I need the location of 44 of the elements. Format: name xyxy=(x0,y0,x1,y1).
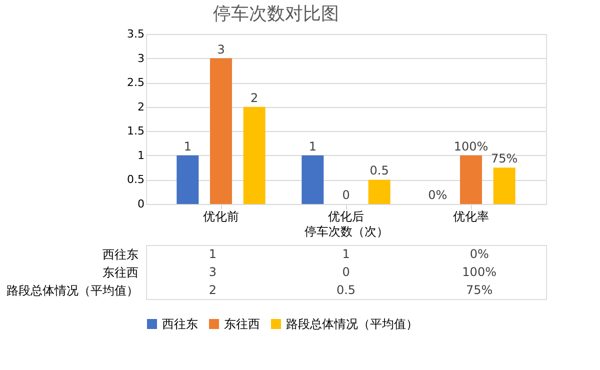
data-label: 75% xyxy=(466,283,493,297)
data-label: 3 xyxy=(208,265,216,279)
data-label: 0% xyxy=(470,247,489,261)
text: 75% xyxy=(490,152,518,166)
data-label: 1 xyxy=(342,247,350,261)
legend-label: 东往西 xyxy=(224,317,260,331)
text: 0 xyxy=(342,188,350,202)
text: 0.5 xyxy=(370,164,389,178)
text: 东往西 xyxy=(102,266,138,280)
y-tick-label: 1 xyxy=(138,148,144,162)
y-tick-label: 0.5 xyxy=(127,173,144,186)
text: 2 xyxy=(250,90,258,105)
data-label: 2 xyxy=(208,283,216,297)
text: 路段总体情况（平均值） xyxy=(6,284,138,298)
bar xyxy=(210,58,232,204)
text: 西往东 xyxy=(102,248,138,262)
bar xyxy=(368,180,390,204)
chart-title: 停车次数对比图 xyxy=(213,4,339,24)
bar xyxy=(493,168,516,204)
text: 1 xyxy=(308,139,316,154)
data-label: 100% xyxy=(462,265,496,279)
data-label: 0 xyxy=(342,265,350,279)
x-axis-title: 停车次数（次） xyxy=(304,224,388,238)
bar xyxy=(243,106,266,204)
y-tick-label: 3 xyxy=(138,52,144,65)
y-tick-label: 2 xyxy=(138,100,144,114)
x-tick-label: 优化前 xyxy=(203,210,239,224)
legend-label: 路段总体情况（平均值） xyxy=(286,317,418,331)
text: 3 xyxy=(217,42,225,56)
bar xyxy=(302,155,324,204)
y-tick-label: 0 xyxy=(138,198,144,210)
y-tick-label: 1.5 xyxy=(127,124,144,138)
x-tick-label: 优化率 xyxy=(453,210,489,224)
text: 1 xyxy=(184,139,192,154)
x-tick-label: 优化后 xyxy=(328,210,364,224)
bar xyxy=(176,155,199,204)
bar xyxy=(460,155,482,204)
text: 100% xyxy=(454,139,488,154)
y-tick-label: 2.5 xyxy=(127,76,144,90)
data-label: 1 xyxy=(208,247,216,261)
data-label: 0.5 xyxy=(336,283,356,297)
y-tick-label: 3.5 xyxy=(127,28,144,40)
legend-label: 西往东 xyxy=(162,317,198,331)
text: 0% xyxy=(428,188,448,202)
